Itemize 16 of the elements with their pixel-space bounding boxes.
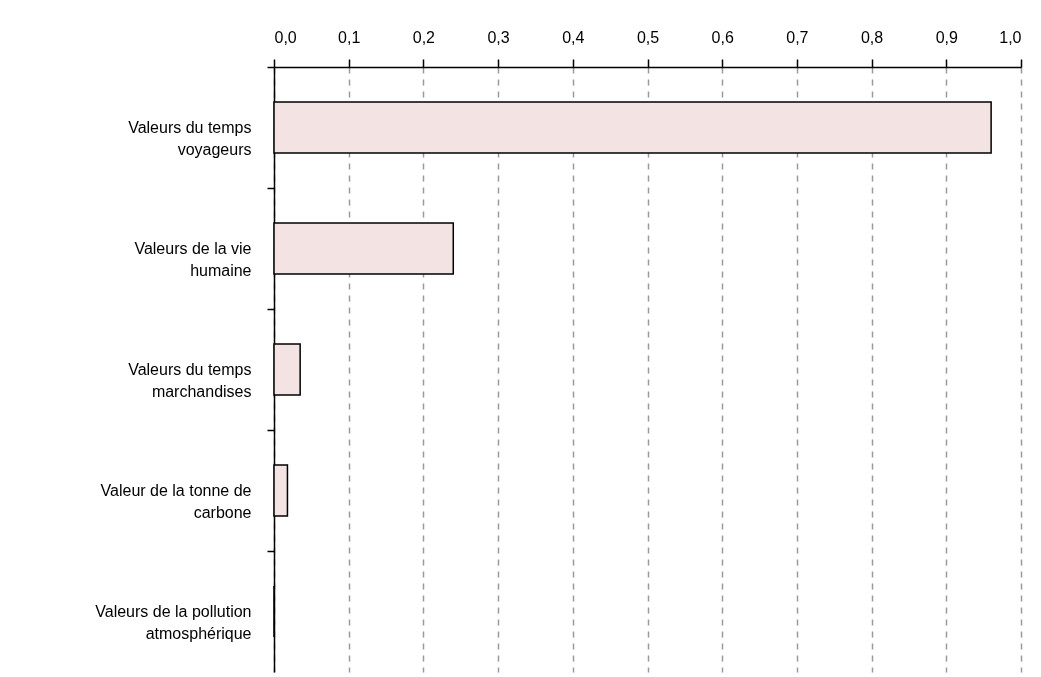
x-tick-label: 0,9	[935, 28, 959, 46]
x-tick-label: 0,0	[274, 28, 297, 46]
x-tick-label: 0,7	[786, 28, 809, 46]
x-tick-label: 1,0	[999, 28, 1022, 46]
x-tick-label: 0,6	[711, 28, 734, 46]
x-tick-label: 0,1	[338, 28, 361, 46]
y-tick-label: Valeur de la tonne de carbone	[100, 482, 252, 521]
x-tick-label: 0,8	[860, 28, 884, 46]
x-tick-label: 0,4	[562, 28, 585, 46]
x-tick-label: 0,5	[636, 28, 660, 46]
x-tick-label: 0,2	[412, 28, 436, 46]
x-tick-label: 0,3	[487, 28, 510, 46]
y-tick-label: Valeurs du temps voyageurs	[128, 119, 252, 158]
y-tick-label: Valeurs de la vie humaine	[134, 240, 252, 279]
y-tick-label: Valeurs de la pollution atmosphérique	[95, 603, 252, 642]
y-tick-label: Valeurs du temps marchandises	[128, 361, 252, 400]
